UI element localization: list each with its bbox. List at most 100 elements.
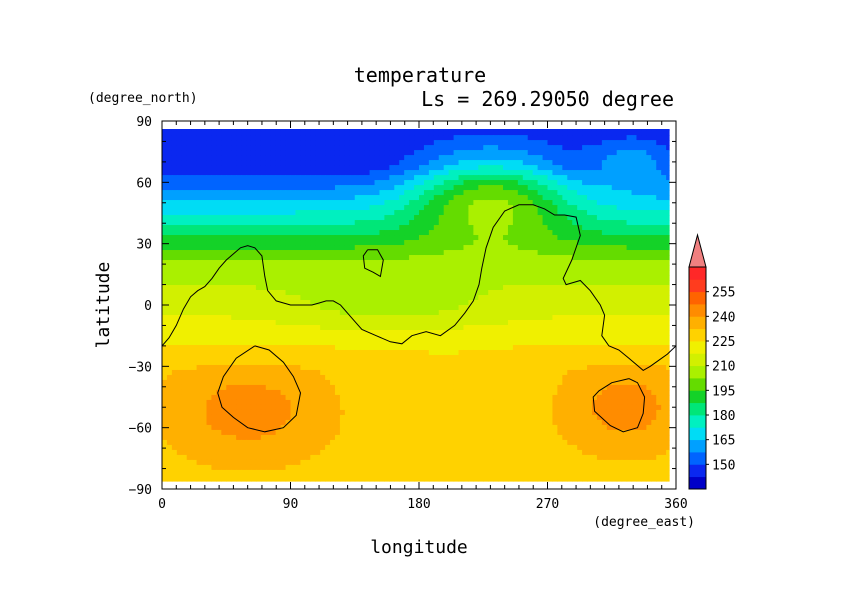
heatmap-cell [498, 265, 504, 271]
heatmap-cell [176, 319, 183, 326]
heatmap-cell [196, 334, 203, 341]
heatmap-cell [305, 240, 311, 246]
heatmap-cell [374, 329, 381, 336]
heatmap-cell [591, 250, 598, 256]
heatmap-cell [374, 310, 381, 316]
heatmap-cell [591, 240, 598, 246]
heatmap-cell [517, 185, 524, 191]
heatmap-cell [201, 324, 208, 331]
heatmap-cell [211, 205, 217, 211]
heatmap-cell [636, 150, 642, 156]
heatmap-cell [532, 165, 539, 171]
heatmap-cell [404, 225, 410, 231]
heatmap-cell [325, 180, 331, 186]
heatmap-cell [162, 185, 168, 191]
heatmap-cell [275, 150, 282, 156]
heatmap-cell [191, 225, 198, 231]
heatmap-cell [191, 255, 198, 261]
heatmap-cell [231, 324, 237, 331]
heatmap-cell [577, 250, 583, 256]
heatmap-cell [626, 334, 633, 341]
heatmap-cell [404, 280, 410, 286]
heatmap-cell [275, 275, 282, 281]
heatmap-cell [503, 275, 509, 281]
heatmap-cell [290, 160, 297, 166]
heatmap-cell [241, 145, 247, 151]
heatmap-cell [616, 275, 623, 281]
heatmap-cell [389, 275, 395, 281]
heatmap-cell [241, 235, 247, 241]
heatmap-cell [582, 195, 588, 201]
heatmap-cell [488, 295, 494, 301]
heatmap-cell [384, 215, 390, 221]
heatmap-cell [211, 185, 217, 191]
heatmap-cell [448, 300, 455, 306]
heatmap-cell [379, 339, 385, 346]
heatmap-cell [512, 359, 519, 366]
heatmap-cell [162, 270, 168, 276]
heatmap-cell [552, 334, 558, 341]
heatmap-cell [330, 170, 336, 176]
heatmap-cell [532, 334, 539, 341]
heatmap-cell [636, 130, 642, 136]
heatmap-cell [493, 315, 499, 321]
heatmap-cell [414, 195, 420, 201]
heatmap-cell [453, 140, 460, 146]
heatmap-cell [260, 235, 267, 241]
heatmap-cell [428, 129, 435, 131]
heatmap-cell [587, 250, 593, 256]
heatmap-cell [211, 175, 217, 181]
heatmap-cell [359, 364, 366, 371]
heatmap-cell [646, 280, 652, 286]
heatmap-cell [369, 265, 376, 271]
heatmap-cell [354, 270, 361, 276]
heatmap-cell [374, 285, 381, 291]
heatmap-cell [166, 290, 173, 296]
heatmap-cell [349, 329, 356, 336]
heatmap-cell [636, 155, 642, 161]
heatmap-cell [478, 235, 484, 241]
heatmap-cell [236, 135, 242, 141]
heatmap-cell [250, 334, 257, 341]
heatmap-cell [651, 290, 657, 296]
heatmap-cell [433, 150, 440, 156]
heatmap-cell [423, 225, 430, 231]
heatmap-cell [384, 280, 390, 286]
heatmap-cell [512, 145, 519, 151]
heatmap-cell [196, 150, 203, 156]
heatmap-cell [483, 165, 489, 171]
heatmap-cell [433, 200, 440, 206]
heatmap-cell [206, 260, 213, 266]
heatmap-cell [186, 135, 193, 141]
heatmap-cell [275, 339, 282, 346]
heatmap-cell [448, 175, 455, 181]
heatmap-cell [409, 225, 415, 231]
heatmap-cell [577, 324, 583, 331]
heatmap-cell [186, 275, 193, 281]
heatmap-cell [310, 220, 316, 226]
heatmap-cell [646, 175, 652, 181]
heatmap-cell [176, 130, 183, 136]
heatmap-cell [616, 195, 623, 201]
heatmap-cell [339, 255, 346, 261]
heatmap-cell [463, 220, 470, 226]
heatmap-cell [542, 195, 549, 201]
heatmap-cell [498, 319, 504, 326]
heatmap-cell [201, 250, 208, 256]
heatmap-cell [359, 344, 366, 351]
heatmap-cell [201, 145, 208, 151]
heatmap-cell [186, 140, 193, 146]
heatmap-cell [493, 205, 499, 211]
heatmap-cell [241, 319, 247, 326]
heatmap-cell [488, 344, 494, 351]
heatmap-cell [295, 200, 301, 206]
heatmap-cell [646, 339, 652, 346]
heatmap-cell [512, 155, 519, 161]
heatmap-cell [572, 305, 578, 311]
heatmap-cell [260, 225, 267, 231]
heatmap-cell [280, 155, 287, 161]
heatmap-cell [231, 140, 237, 146]
heatmap-cell [428, 275, 435, 281]
heatmap-cell [557, 185, 563, 191]
heatmap-cell [483, 140, 489, 146]
